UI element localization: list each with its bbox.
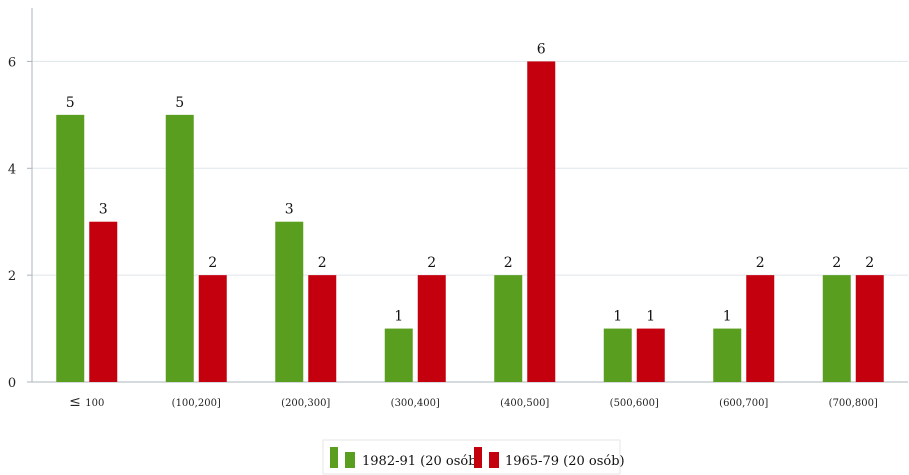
x-tick-label: (200,300] [281, 398, 330, 409]
x-axis-ticks: ≤ 100 (100,200] (200,300] (300,400] (400,500… [69, 394, 878, 410]
bar [275, 221, 304, 382]
legend-swatch [474, 447, 482, 468]
x-tick-label-symbol: ≤ [69, 394, 85, 410]
gridlines [32, 60, 908, 276]
data-labels: 5 3 5 2 3 2 1 2 2 6 1 1 1 2 2 2 [66, 41, 874, 324]
legend-swatch [489, 452, 499, 468]
bar [855, 275, 884, 382]
data-label: 1 [723, 309, 732, 325]
data-label: 2 [865, 255, 874, 271]
bar [384, 328, 413, 382]
data-label: 1 [394, 309, 403, 325]
legend-swatch [330, 447, 338, 468]
bar [308, 275, 337, 382]
x-tick-label-value: 100 [85, 398, 104, 409]
bar [56, 114, 85, 382]
legend-box [322, 439, 621, 475]
bar [603, 328, 632, 382]
x-tick-label: (600,700] [719, 398, 768, 409]
x-tick-label: (300,400] [391, 398, 440, 409]
y-tick-label: 6 [8, 55, 16, 70]
y-axis-ticks: 0 2 4 6 [8, 55, 32, 391]
data-label: 5 [175, 95, 184, 111]
data-label: 2 [756, 255, 765, 271]
data-label: 2 [427, 255, 436, 271]
data-label: 6 [537, 41, 546, 57]
data-label: 5 [66, 95, 75, 111]
x-tick-label: ≤ 100 [69, 394, 104, 410]
x-tick-label: (700,800] [829, 398, 878, 409]
legend: 1982-91 (20 osób) 1965-79 (20 osób) [322, 439, 625, 475]
x-tick-label: (500,600] [610, 398, 659, 409]
y-tick-label: 4 [8, 162, 16, 177]
bar [494, 275, 523, 382]
bars [56, 61, 884, 383]
data-label: 2 [208, 255, 217, 271]
data-label: 2 [832, 255, 841, 271]
x-tick-label: (400,500] [500, 398, 549, 409]
data-label: 1 [646, 309, 655, 325]
y-tick-label: 0 [8, 376, 16, 391]
data-label: 3 [285, 202, 294, 218]
bar [527, 61, 556, 383]
bar [89, 221, 118, 382]
bar [198, 275, 227, 382]
legend-swatch [345, 452, 355, 468]
bar [713, 328, 742, 382]
legend-label: 1965-79 (20 osób) [505, 454, 625, 469]
data-label: 2 [504, 255, 513, 271]
data-label: 2 [318, 255, 327, 271]
data-label: 3 [99, 202, 108, 218]
bar [746, 275, 775, 382]
x-tick-label: (100,200] [172, 398, 221, 409]
bar [822, 275, 851, 382]
bar [417, 275, 446, 382]
legend-label: 1982-91 (20 osób) [362, 454, 482, 469]
bar [165, 114, 194, 382]
bar [636, 328, 665, 382]
data-label: 1 [613, 309, 622, 325]
y-tick-label: 2 [8, 269, 16, 284]
